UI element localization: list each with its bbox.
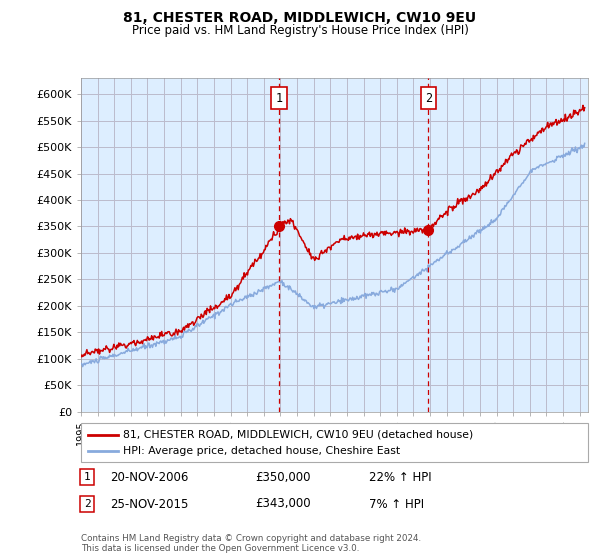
Text: Price paid vs. HM Land Registry's House Price Index (HPI): Price paid vs. HM Land Registry's House … — [131, 24, 469, 36]
Text: 7% ↑ HPI: 7% ↑ HPI — [369, 497, 424, 511]
Text: 20-NOV-2006: 20-NOV-2006 — [110, 470, 188, 484]
Text: 1: 1 — [83, 472, 91, 482]
Text: 2: 2 — [83, 499, 91, 509]
Text: £343,000: £343,000 — [255, 497, 311, 511]
Text: 25-NOV-2015: 25-NOV-2015 — [110, 497, 188, 511]
Text: 81, CHESTER ROAD, MIDDLEWICH, CW10 9EU (detached house): 81, CHESTER ROAD, MIDDLEWICH, CW10 9EU (… — [123, 430, 473, 440]
Text: 22% ↑ HPI: 22% ↑ HPI — [369, 470, 431, 484]
Text: 1: 1 — [275, 91, 283, 105]
Text: £350,000: £350,000 — [255, 470, 311, 484]
Text: Contains HM Land Registry data © Crown copyright and database right 2024.
This d: Contains HM Land Registry data © Crown c… — [81, 534, 421, 553]
Text: 81, CHESTER ROAD, MIDDLEWICH, CW10 9EU: 81, CHESTER ROAD, MIDDLEWICH, CW10 9EU — [124, 11, 476, 25]
Text: 2: 2 — [425, 91, 432, 105]
Text: HPI: Average price, detached house, Cheshire East: HPI: Average price, detached house, Ches… — [123, 446, 400, 456]
